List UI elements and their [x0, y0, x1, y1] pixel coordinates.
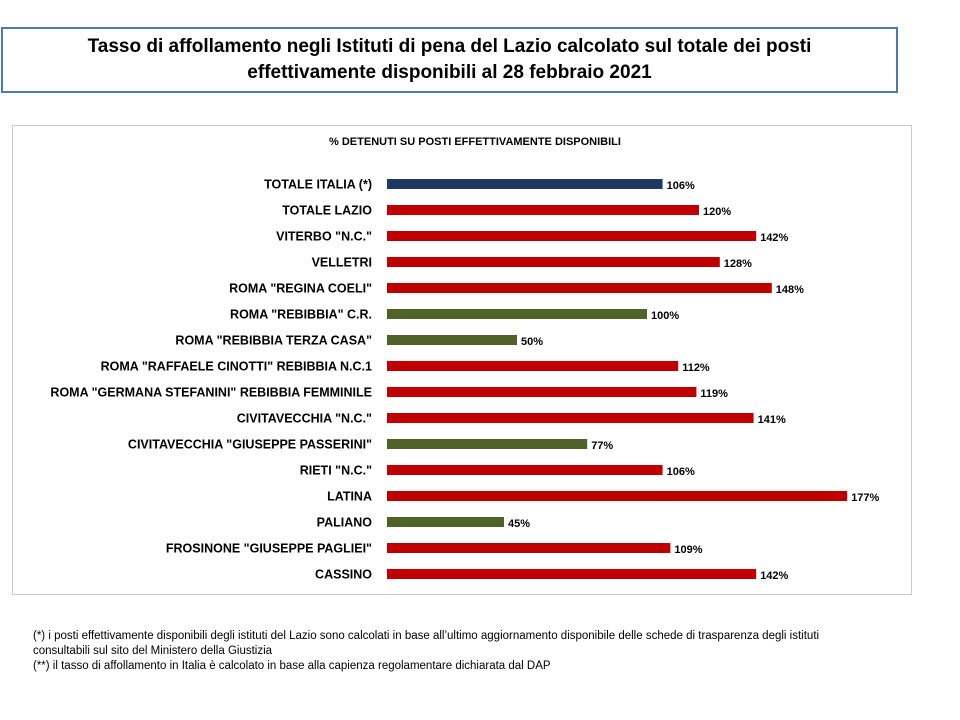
footnotes: (*) i posti effettivamente disponibili d… [33, 629, 933, 674]
page-title-line-1: Tasso di affollamento negli Istituti di … [87, 36, 812, 57]
footnote-1-line-1: (*) i posti effettivamente disponibili d… [33, 630, 820, 642]
bar [387, 439, 588, 449]
bars-group: TOTALE ITALIA (*) 106% TOTALE LAZIO 120% VIT… [50, 178, 879, 583]
category-label: RIETI "N.C." [300, 464, 372, 478]
category-label: ROMA "REGINA COELI" [229, 282, 372, 296]
value-label: 109% [674, 544, 702, 556]
bar [387, 257, 720, 267]
bar [387, 465, 663, 475]
value-label: 142% [760, 232, 788, 244]
value-label: 106% [667, 466, 695, 478]
page-title-line-2: effettivamente disponibili al 28 febbrai… [247, 62, 652, 83]
value-label: 142% [760, 570, 788, 582]
value-label: 50% [521, 336, 543, 348]
bar [387, 309, 647, 319]
category-label: ROMA "REBIBBIA TERZA CASA" [175, 334, 372, 348]
value-label: 141% [758, 414, 786, 426]
bar [387, 231, 757, 241]
bar [387, 387, 697, 397]
value-label: 148% [776, 284, 804, 296]
value-label: 45% [508, 518, 530, 530]
value-label: 177% [851, 492, 879, 504]
title-box: Tasso di affollamento negli Istituti di … [1, 27, 898, 93]
bar [387, 361, 679, 371]
bar [387, 517, 504, 527]
chart-title: % DETENUTI SU POSTI EFFETTIVAMENTE DISPO… [329, 136, 621, 148]
value-label: 77% [591, 440, 613, 452]
bar [387, 179, 663, 189]
value-label: 106% [667, 180, 695, 192]
category-label: CASSINO [315, 568, 372, 582]
category-label: ROMA "RAFFAELE CINOTTI" REBIBBIA N.C.1 [101, 360, 372, 374]
category-label: ROMA "REBIBBIA" C.R. [230, 308, 372, 322]
value-label: 119% [700, 388, 728, 400]
chart-area: % DETENUTI SU POSTI EFFETTIVAMENTE DISPO… [12, 125, 912, 595]
value-label: 100% [651, 310, 679, 322]
value-label: 120% [703, 206, 731, 218]
category-label: TOTALE ITALIA (*) [264, 178, 372, 192]
category-label: LATINA [327, 490, 372, 504]
footnote-2: (**) il tasso di affollamento in Italia … [33, 660, 551, 672]
category-label: TOTALE LAZIO [282, 204, 372, 218]
value-label: 128% [724, 258, 752, 270]
bar [387, 413, 754, 423]
category-label: PALIANO [317, 516, 373, 530]
category-label: VITERBO "N.C." [276, 230, 372, 244]
bar [387, 569, 757, 579]
bar [387, 491, 848, 501]
footnote-1-line-2: consultabili sul sito del Ministero dell… [33, 645, 273, 657]
bar-chart: % DETENUTI SU POSTI EFFETTIVAMENTE DISPO… [50, 136, 879, 583]
category-label: VELLETRI [312, 256, 372, 270]
value-label: 112% [682, 362, 710, 374]
bar [387, 543, 671, 553]
category-label: CIVITAVECCHIA "GIUSEPPE PASSERINI" [128, 438, 372, 452]
category-label: FROSINONE "GIUSEPPE PAGLIEI" [166, 542, 372, 556]
bar [387, 335, 517, 345]
category-label: CIVITAVECCHIA "N.C." [237, 412, 372, 426]
category-label: ROMA "GERMANA STEFANINI" REBIBBIA FEMMIN… [50, 386, 372, 400]
bar [387, 205, 699, 215]
bar [387, 283, 772, 293]
